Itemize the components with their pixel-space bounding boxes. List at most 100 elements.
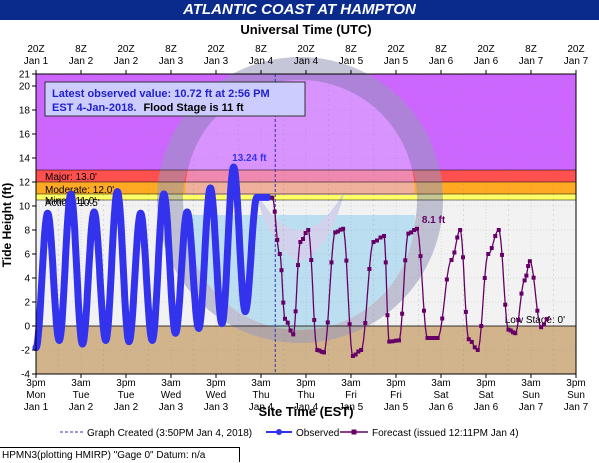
forecast-point (338, 227, 343, 232)
bottom-tick-weekday: Sun (522, 390, 540, 401)
top-tick-time: 20Z (477, 44, 494, 55)
top-tick-date: Jan 3 (204, 56, 229, 67)
forecast-point (461, 255, 465, 260)
forecast-point (418, 254, 423, 259)
forecast-point (367, 267, 372, 271)
stage-label-moderate: Moderate: 12.0' (45, 185, 114, 196)
forecast-point (383, 260, 388, 265)
observed-point (241, 308, 249, 316)
y-tick-label: 2 (24, 298, 30, 309)
observed-point (102, 336, 110, 344)
bottom-tick-date: Jan 4 (249, 402, 274, 413)
forecast-point (347, 322, 352, 327)
top-tick-time: 20Z (297, 44, 314, 55)
top-axis-title: Universal Time (UTC) (240, 22, 371, 37)
bottom-tick-time: 3am (521, 378, 540, 389)
info-line-2a: EST 4-Jan-2018. (52, 102, 136, 114)
forecast-point (539, 325, 544, 330)
forecast-point (400, 311, 405, 316)
forecast-point (283, 316, 287, 321)
forecast-point (293, 309, 298, 314)
forecast-point (279, 268, 284, 273)
forecast-point (288, 328, 293, 333)
observed-point (253, 193, 261, 201)
y-tick-label: 18 (19, 106, 31, 117)
forecast-point (458, 228, 463, 232)
forecast-point (500, 252, 504, 257)
watermark-gull (255, 190, 345, 262)
stage-label-major: Major: 13.0' (45, 172, 97, 183)
forecast-point (513, 331, 518, 336)
bottom-tick-date: Jan 2 (69, 402, 94, 413)
observed-point (137, 209, 145, 217)
top-tick-time: 8Z (525, 44, 537, 55)
forecast-point (406, 231, 411, 236)
observed-point (79, 340, 86, 348)
bottom-axis-title: Site Time (EST) (258, 404, 353, 419)
forecast-point (516, 318, 521, 322)
top-tick-date: Jan 3 (159, 56, 184, 67)
forecast-point (393, 338, 398, 343)
observed-point (113, 188, 121, 196)
forecast-point (371, 240, 376, 244)
forecast-point (403, 258, 408, 263)
forecast-point (317, 348, 322, 353)
forecast-point (272, 209, 277, 214)
forecast-point (506, 327, 511, 332)
forecast-point (382, 234, 386, 238)
forecast-point (489, 246, 494, 250)
forecast-point (301, 237, 305, 241)
top-tick-time: 8Z (75, 44, 87, 55)
legend: Graph Created (3:50PM Jan 4, 2018) Obser… (60, 428, 519, 439)
forecast-point (486, 252, 491, 256)
y-tick-label: -2 (21, 346, 30, 357)
bottom-tick-date: Jan 7 (519, 402, 544, 413)
forecast-point (378, 235, 383, 240)
bottom-tick-time: 3pm (386, 378, 405, 389)
forecast-point (496, 228, 501, 232)
bottom-tick-time: 3pm (206, 378, 225, 389)
forecast-point (344, 258, 349, 263)
bottom-tick-date: Jan 1 (24, 402, 49, 413)
tide-chart: Universal Time (UTC) Major: 13.0' Moderat… (0, 22, 589, 439)
forecast-point (452, 250, 457, 255)
bottom-tick-date: Jan 3 (204, 402, 229, 413)
forecast-point (329, 260, 334, 265)
observed-point (183, 208, 191, 216)
forecast-point (350, 354, 355, 358)
observed-point (206, 184, 214, 192)
bottom-tick-time: 3pm (566, 378, 585, 389)
forecast-point (544, 317, 549, 322)
bottom-tick-date: Jan 5 (339, 402, 364, 413)
bottom-tick-weekday: Mon (26, 390, 45, 401)
forecast-point (503, 302, 508, 307)
observed-point (195, 324, 203, 332)
forecast-point (472, 345, 477, 350)
forecast-point (531, 275, 536, 280)
bottom-tick-weekday: Sat (478, 390, 493, 401)
top-tick-date: Jan 7 (564, 56, 589, 67)
top-tick-date: Jan 2 (69, 56, 94, 67)
svg-text:EST 4-Jan-2018. Flood St: EST 4-Jan-2018. Flood Stage is 11 ft (52, 102, 244, 114)
forecast-point (385, 313, 390, 318)
observed-point (44, 209, 52, 217)
y-tick-label: 4 (24, 274, 30, 285)
forecast-series-line (271, 197, 551, 357)
forecast-point (479, 324, 484, 328)
bottom-tick-weekday: Sun (567, 390, 585, 401)
peak-label: 8.1 ft (422, 215, 446, 226)
bottom-tick-time: 3am (251, 378, 270, 389)
y-tick-label: 16 (19, 130, 31, 141)
top-tick-time: 8Z (345, 44, 357, 55)
forecast-point (309, 258, 314, 262)
forecast-point (428, 336, 433, 340)
info-box: Latest observed value: 10.72 ft at 2:56 … (44, 81, 306, 117)
forecast-point (527, 259, 532, 264)
y-tick-label: 21 (19, 70, 31, 81)
observed-point (90, 208, 98, 216)
bottom-tick-weekday: Wed (206, 390, 226, 401)
forecast-point (449, 258, 454, 262)
y-tick-label: 6 (24, 250, 30, 261)
forecast-point (526, 264, 531, 268)
forecast-point (522, 278, 527, 283)
